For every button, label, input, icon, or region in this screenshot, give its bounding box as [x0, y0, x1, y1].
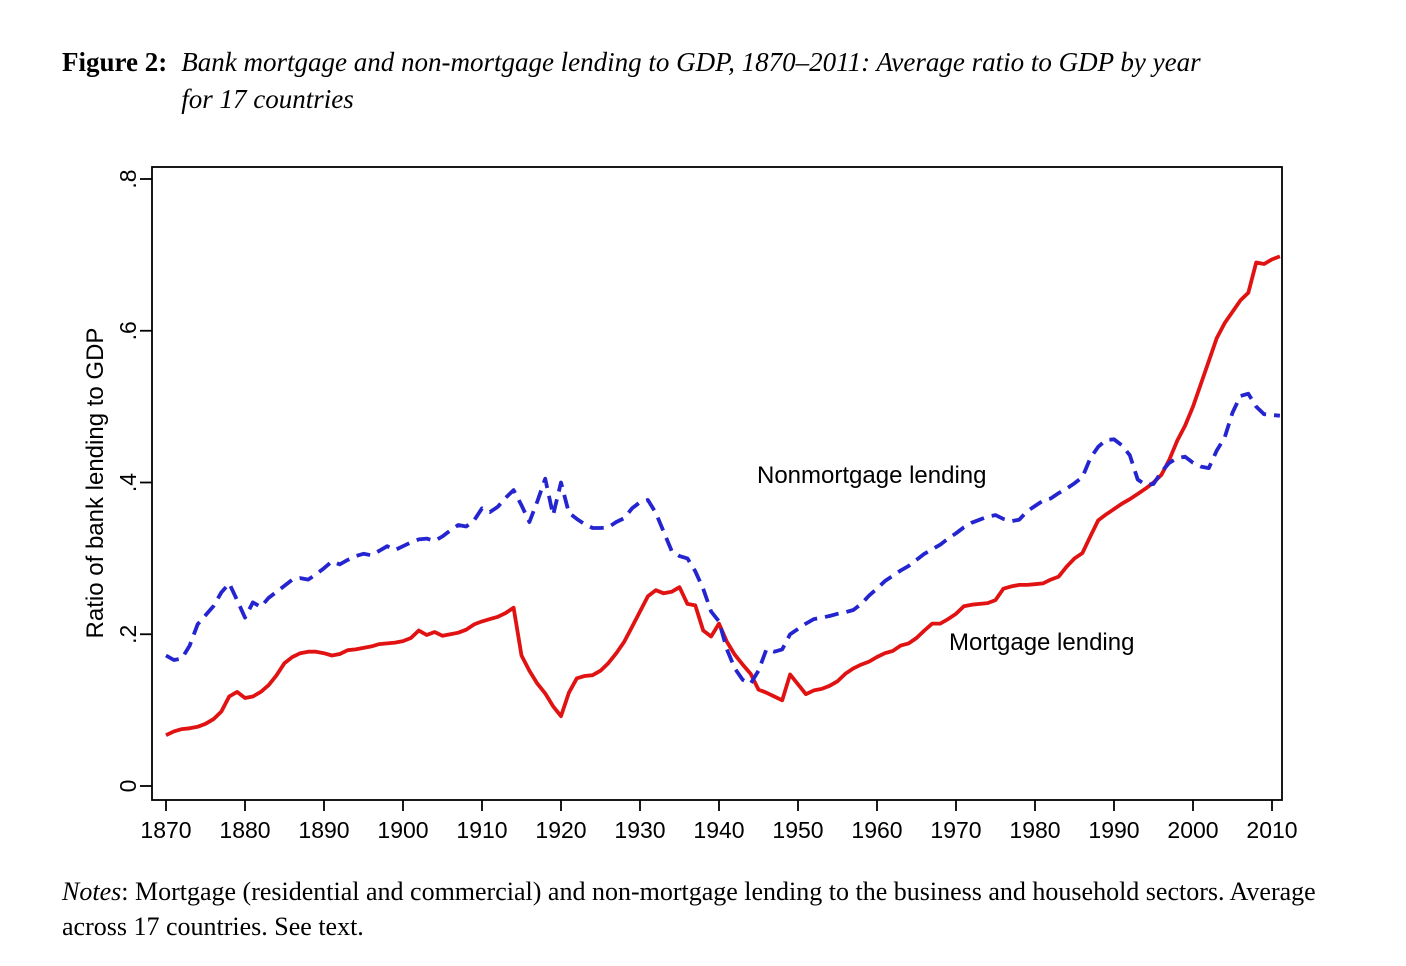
mortgage-line [165, 254, 1281, 737]
x-tick-label: 1950 [772, 817, 823, 843]
x-tick-label: 1960 [851, 817, 902, 843]
figure-notes: Notes: Mortgage (residential and commerc… [62, 874, 1332, 944]
figure-title: Bank mortgage and non-mortgage lending t… [181, 44, 1200, 118]
x-tick-label: 1940 [693, 817, 744, 843]
y-tick-label: 0 [115, 780, 141, 793]
figure-number-label: Figure 2: [62, 47, 168, 77]
x-tick-label: 2000 [1167, 817, 1218, 843]
x-tick-label: 1970 [930, 817, 981, 843]
nonmortgage-series-label: Nonmortgage lending [757, 462, 987, 489]
x-tick-label: 1980 [1009, 817, 1060, 843]
notes-text-line2: sectors. Average across 17 countries. Se… [62, 877, 1316, 941]
y-axis-title: Ratio of bank lending to GDP [82, 327, 109, 639]
x-tick-label: 1880 [219, 817, 270, 843]
plot-box [151, 166, 1283, 801]
y-tick-label: .2 [115, 625, 141, 644]
x-tick-label: 2010 [1246, 817, 1297, 843]
mortgage-series-label: Mortgage lending [949, 629, 1135, 656]
nonmortgage-line [165, 391, 1281, 686]
x-tick-label: 1890 [298, 817, 349, 843]
figure-title-line1: Bank mortgage and non-mortgage lending t… [181, 47, 1201, 77]
x-tick-label: 1910 [456, 817, 507, 843]
figure-title-line2: for 17 countries [181, 84, 354, 114]
notes-text-line1: : Mortgage (residential and commercial) … [121, 877, 1140, 906]
y-tick-label: .4 [115, 473, 141, 492]
x-tick-label: 1990 [1088, 817, 1139, 843]
x-tick-label: 1900 [377, 817, 428, 843]
x-tick-label: 1870 [140, 817, 191, 843]
x-tick-label: 1930 [614, 817, 665, 843]
y-tick-label: .6 [115, 321, 141, 340]
x-tick-label: 1920 [535, 817, 586, 843]
y-tick-label: .8 [115, 169, 141, 188]
notes-label: Notes [62, 877, 122, 906]
figure-caption: Figure 2: Bank mortgage and non-mortgage… [62, 44, 1201, 118]
